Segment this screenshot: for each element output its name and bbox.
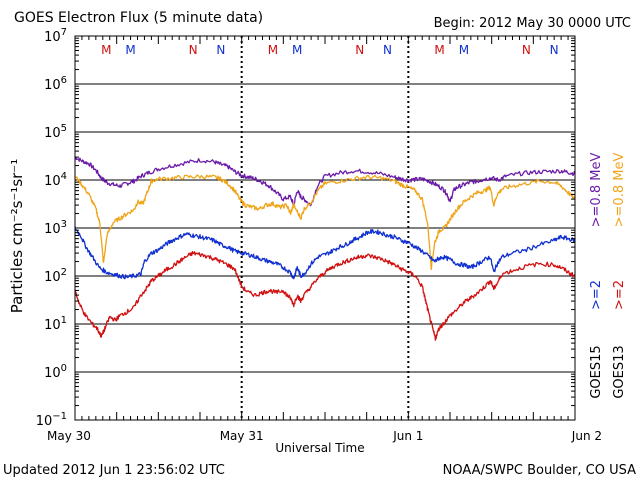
legend: >=0.8 MeV >=0.8 MeV >=2 >=2 GOES15 GOES1…: [589, 153, 627, 399]
series-goes13_2: [74, 251, 576, 341]
marker-m: M: [459, 43, 469, 57]
credit-text: NOAA/SWPC Boulder, CO USA: [443, 463, 636, 478]
chart-title: GOES Electron Flux (5 minute data): [14, 10, 263, 26]
x-tick-label: Jun 2: [571, 429, 602, 443]
marker-n: N: [550, 43, 559, 57]
y-tick-label: 10−1: [36, 411, 67, 429]
marker-m: M: [101, 43, 111, 57]
x-tick-labels: May 30 May 31 Jun 1 Jun 2: [47, 429, 602, 443]
plot-frame: [74, 35, 576, 421]
marker-n: N: [522, 43, 531, 57]
y-tick-label: 104: [44, 171, 67, 189]
y-tick-label: 100: [44, 363, 67, 381]
legend-goes13-08mev: >=0.8 MeV: [612, 153, 627, 228]
series-group: [74, 156, 576, 341]
marker-m: M: [434, 43, 444, 57]
y-tick-label: 102: [44, 267, 67, 285]
x-tick-label: May 30: [47, 429, 91, 443]
x-axis-label: Universal Time: [275, 441, 364, 455]
y-axis-label: Particles cm⁻²s⁻¹sr⁻¹: [8, 159, 26, 313]
series-goes15_2: [74, 226, 576, 280]
marker-n: N: [216, 43, 225, 57]
y-tick-label: 101: [44, 315, 67, 333]
legend-goes13: GOES13: [612, 345, 627, 398]
marker-m: M: [268, 43, 278, 57]
y-tick-label: 107: [44, 27, 67, 45]
y-tick-label: 106: [44, 75, 67, 93]
legend-goes15-08mev: >=0.8 MeV: [589, 153, 604, 228]
marker-m: M: [292, 43, 302, 57]
legend-goes13-2mev: >=2: [612, 280, 627, 310]
updated-timestamp: Updated 2012 Jun 1 23:56:02 UTC: [3, 463, 225, 478]
x-tick-label: May 31: [220, 429, 264, 443]
y-tick-label: 103: [44, 219, 67, 237]
y-tick-label: 105: [44, 123, 67, 141]
legend-goes15-2mev: >=2: [589, 280, 604, 310]
begin-time: Begin: 2012 May 30 0000 UTC: [434, 16, 631, 31]
marker-m: M: [125, 43, 135, 57]
plot-border: [74, 35, 576, 421]
series-goes13_08: [74, 174, 576, 271]
x-tick-label: Jun 1: [392, 429, 423, 443]
plot-grid: [75, 36, 575, 420]
y-tick-labels: 107 106 105 104 103 102 101 100 10−1: [36, 27, 67, 429]
marker-n: N: [189, 43, 198, 57]
legend-goes15: GOES15: [589, 345, 604, 398]
marker-n: N: [355, 43, 364, 57]
marker-n: N: [383, 43, 392, 57]
